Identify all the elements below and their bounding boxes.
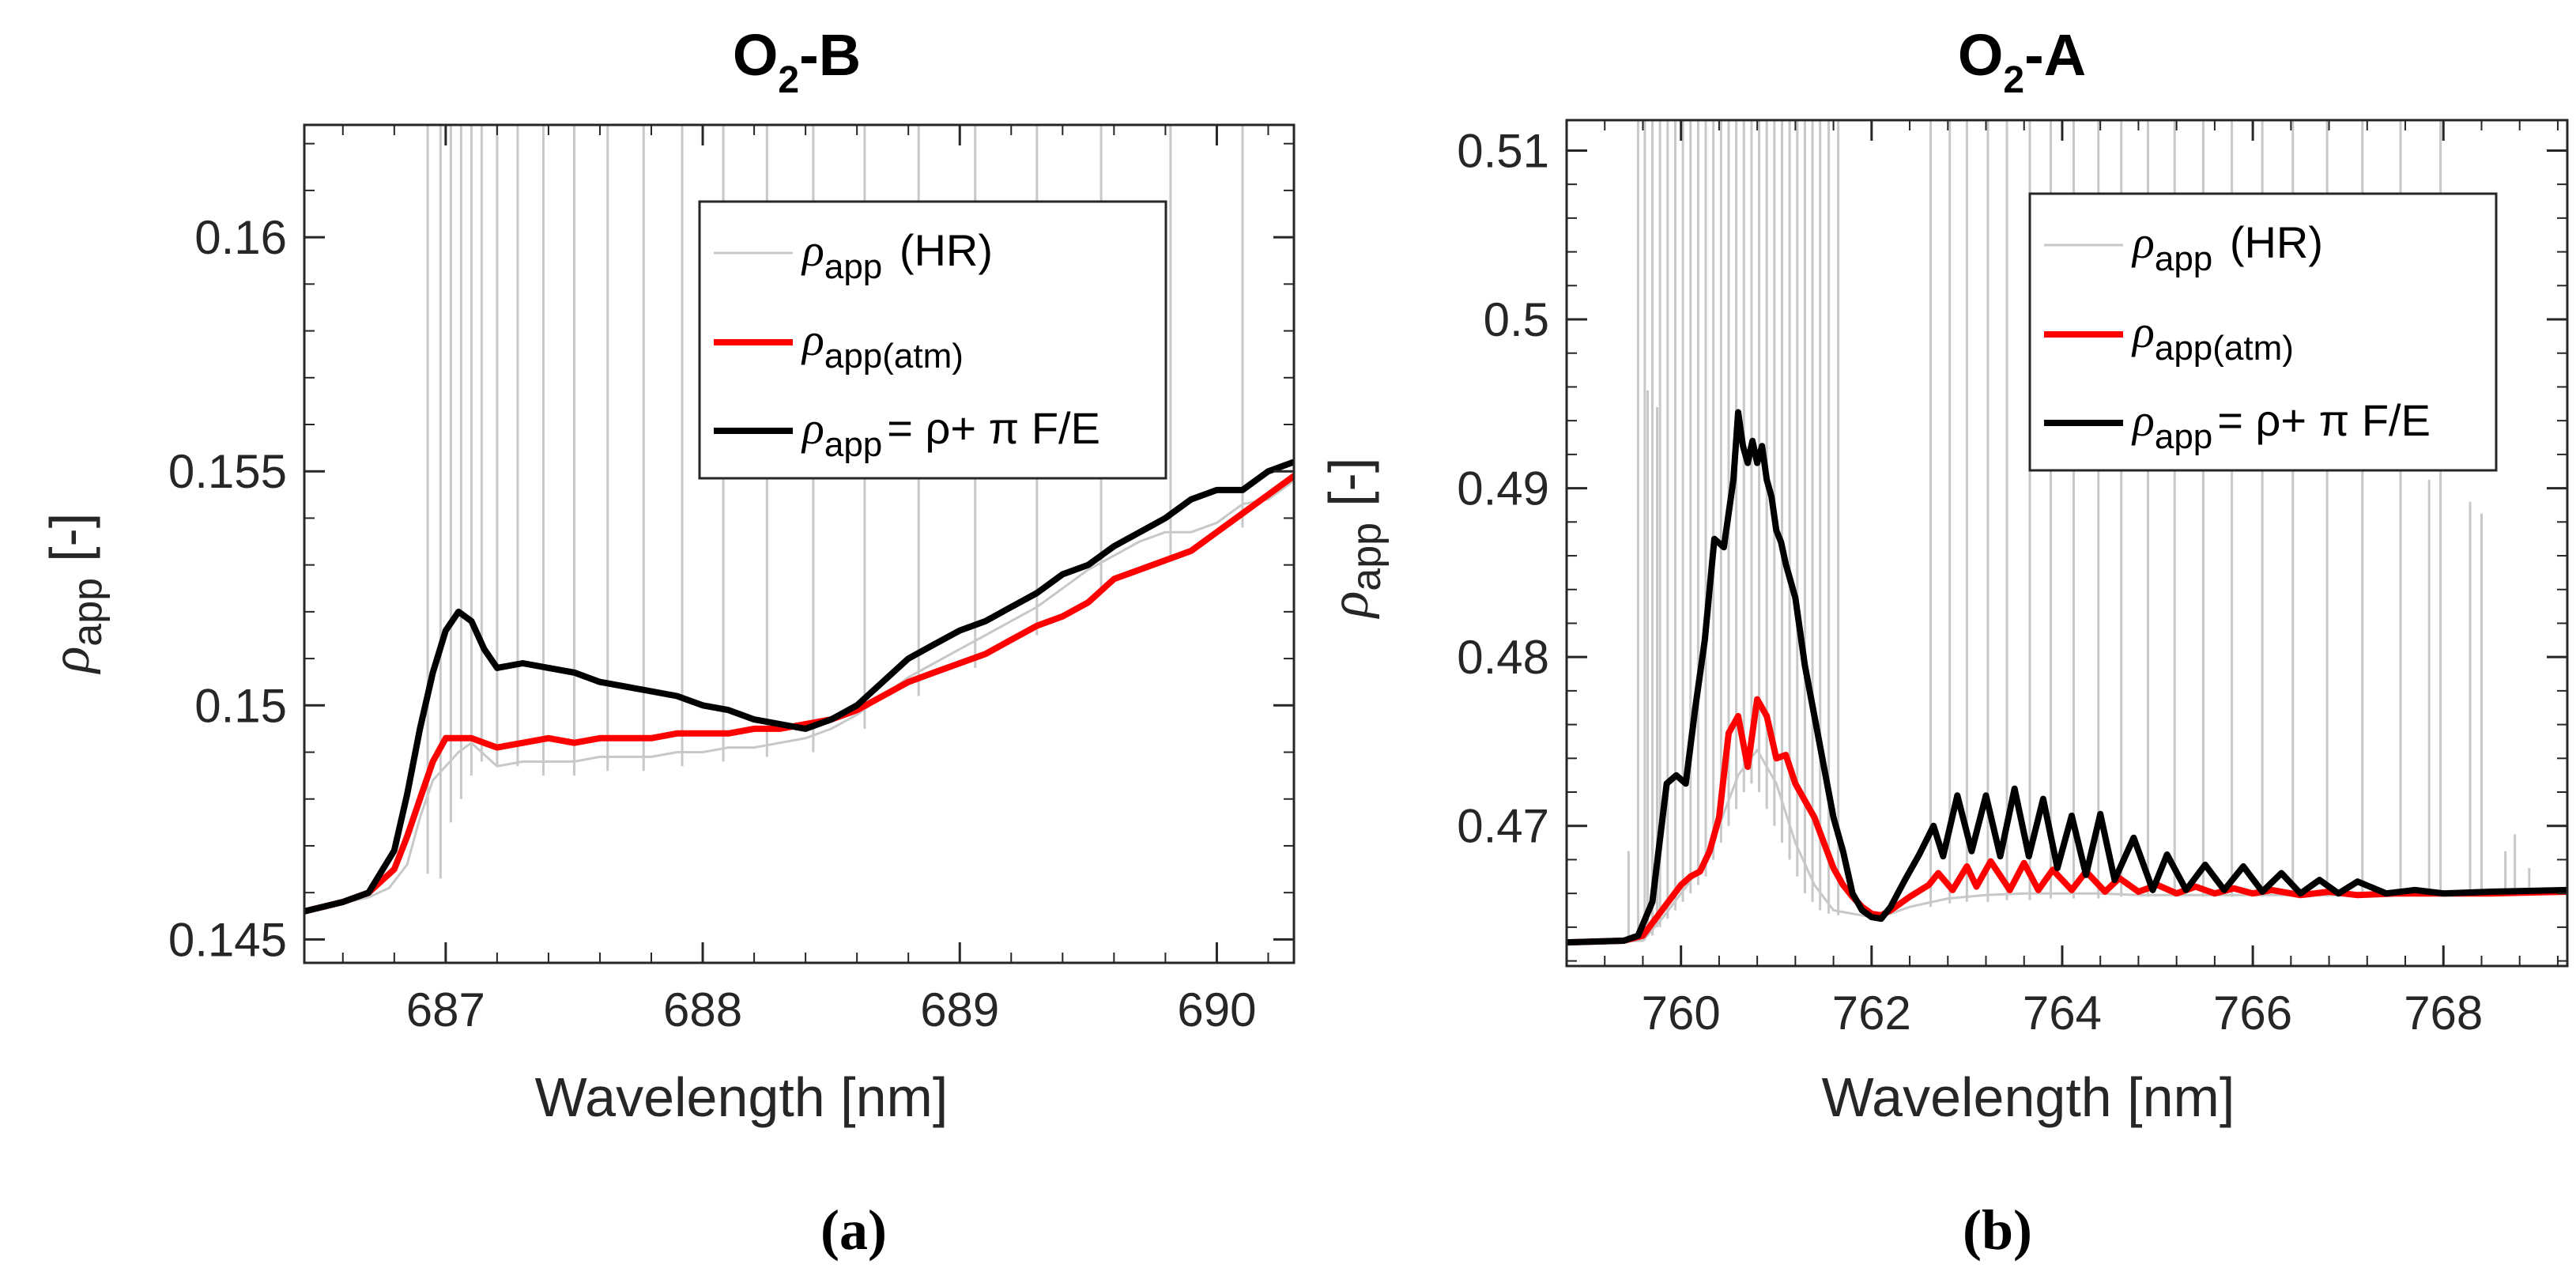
x-tick-label: 768 [2404, 987, 2483, 1040]
legend-label: ρapp (HR) [801, 225, 993, 286]
panel-b-axes: 760 762 764 766 768 0.47 0.48 0.49 0.5 0.51 [1457, 119, 2569, 1040]
series-full [304, 458, 1294, 915]
y-tick-label: 0.16 [194, 211, 287, 264]
y-tick-label: 0.49 [1457, 462, 1549, 515]
x-tick-label: 688 [663, 983, 742, 1036]
x-tick-label: 687 [406, 983, 485, 1036]
legend-label: ρapp(atm) [801, 314, 964, 375]
x-tick-label: 689 [920, 983, 999, 1036]
panel-b-caption: (b) [1963, 1198, 2032, 1262]
y-tick-label: 0.145 [168, 913, 287, 966]
y-tick-label: 0.155 [168, 445, 287, 498]
series-line [304, 473, 1294, 915]
legend-label: ρapp(atm) [2131, 306, 2294, 368]
panel-b-title: O2-A [1958, 22, 2086, 101]
axes-frame [1565, 119, 2569, 968]
y-tick-label: 0.5 [1484, 293, 1549, 346]
series-atm [304, 473, 1294, 915]
legend-entry-atm: ρapp(atm) [714, 314, 964, 375]
series-line [304, 458, 1294, 915]
axes-frame [303, 123, 1296, 964]
series-line [304, 479, 1294, 913]
series-line [1567, 409, 2567, 946]
panel-a-caption: (a) [820, 1198, 887, 1262]
panel-b-chart: O2-A 760 762 764 766 7680.470.480.490.50.51 … [1318, 22, 2569, 1262]
x-tick-label: 762 [1832, 987, 1911, 1040]
y-tick-label: 0.48 [1457, 631, 1549, 684]
legend-entry-hr: ρapp (HR) [2044, 217, 2323, 278]
y-tick-label: 0.15 [194, 679, 287, 732]
panel-b-legend: ρapp (HR) ρapp(atm) ρapp = ρ+ π F/E [2028, 192, 2498, 472]
legend-entry-hr: ρapp (HR) [714, 225, 993, 286]
legend-entry-atm: ρapp(atm) [2044, 306, 2294, 368]
y-tick-label: 0.51 [1457, 124, 1549, 177]
panel-b-ylabel: ρapp[-] [1318, 458, 1390, 620]
x-tick-label: 764 [2023, 987, 2102, 1040]
series-full [1567, 409, 2567, 946]
panel-a-chart: O2-B 687 688 689 690 0.145 0.15 0.155 0.16 ρapp… [39, 22, 1296, 1262]
x-tick-label: 766 [2213, 987, 2292, 1040]
panel-a-ylabel: ρapp[-] [39, 513, 111, 675]
legend-label: ρapp = ρ+ π F/E [801, 402, 1100, 464]
legend-entry-full: ρapp = ρ+ π F/E [714, 402, 1100, 464]
panel-a-title: O2-B [733, 22, 861, 101]
panel-a-legend: ρapp (HR) ρapp(atm) ρapp = ρ+ π F/E [698, 200, 1167, 480]
x-tick-label: 690 [1177, 983, 1256, 1036]
legend-entry-full: ρapp = ρ+ π F/E [2044, 394, 2431, 456]
legend-label: ρapp = ρ+ π F/E [2131, 394, 2431, 456]
x-tick-label: 760 [1642, 987, 1721, 1040]
y-tick-label: 0.47 [1457, 800, 1549, 853]
legend-label: ρapp (HR) [2131, 217, 2323, 278]
panel-a-xlabel: Wavelength [nm] [535, 1066, 949, 1128]
panel-a-axes: 687 688 689 690 0.145 0.15 0.155 0.16 [168, 123, 1296, 1036]
panel-b-xlabel: Wavelength [nm] [1822, 1066, 2235, 1128]
